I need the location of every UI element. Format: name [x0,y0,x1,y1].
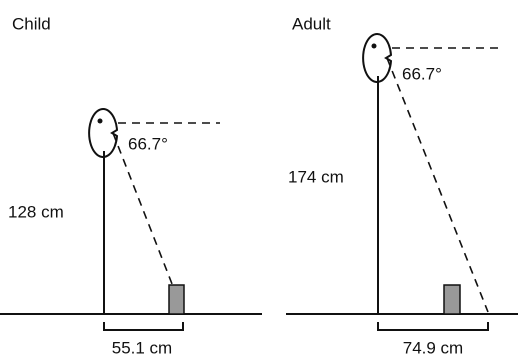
panel-title: Adult [292,14,331,33]
distance-bracket [104,322,183,330]
eye [372,44,377,49]
height-label: 128 cm [8,202,64,221]
diagram: Child 66.7° 128 cm 55.1 cm Adult 66.7° 1… [0,0,518,359]
angle-label: 66.7° [128,134,168,153]
distance-label: 55.1 cm [112,338,172,357]
page: Child 66.7° 128 cm 55.1 cm Adult 66.7° 1… [0,0,518,359]
distance-label: 74.9 cm [403,338,463,357]
child-panel: Child 66.7° 128 cm 55.1 cm [0,14,262,357]
panel-title: Child [12,14,51,33]
target-box [444,285,460,314]
height-label: 174 cm [288,167,344,186]
head [89,109,117,157]
angle-label: 66.7° [402,64,442,83]
head [363,34,391,82]
eye [98,119,103,124]
target-box [169,285,184,314]
sight-line [387,58,488,312]
adult-panel: Adult 66.7° 174 cm 74.9 cm [286,14,518,357]
distance-bracket [378,322,488,330]
